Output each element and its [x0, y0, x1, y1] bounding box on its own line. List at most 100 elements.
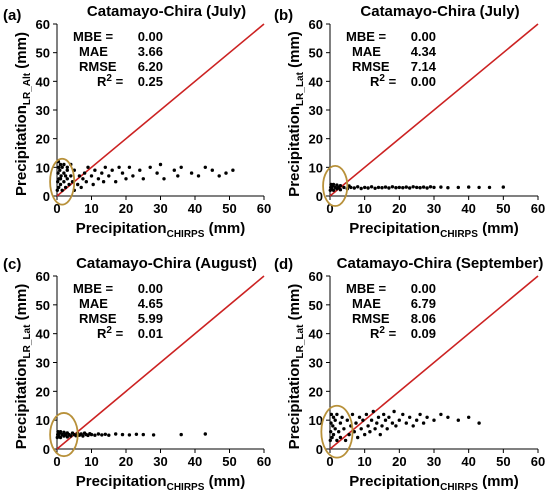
panel-0-point [60, 188, 64, 192]
panel-2-x-tick-label: 0 [53, 454, 60, 469]
panel-0-point [79, 185, 83, 190]
panel-3-stats: MBE = 0.00 MAE 6.79 RMSE 8.06 R2 = 0.09 [346, 281, 436, 341]
panel-2-point [89, 432, 94, 437]
panel-0-point [127, 165, 132, 169]
panel-0-point [162, 177, 166, 181]
panel-3-point [330, 435, 334, 440]
panel-0-point [100, 171, 104, 175]
panel-1-point [390, 185, 395, 189]
panel-1-x-tick-label: 50 [496, 201, 510, 216]
panel-1-stat-value: 0.00 [411, 74, 436, 89]
panel-0-point [124, 177, 128, 181]
panel-1-point [338, 184, 343, 188]
panel-0-highlight-ellipse [49, 157, 76, 206]
panel-1-x-tick-label: 0 [326, 201, 333, 216]
panel-1-stat-label: MAE [352, 44, 381, 59]
panel-3-point [363, 432, 367, 437]
panel-2-y-tick-label: 30 [36, 356, 50, 371]
panel-3-point [329, 412, 334, 417]
panel-3-x-tick-label: 60 [531, 454, 545, 469]
panel-3-y-tick-label: 30 [309, 356, 323, 371]
panel-0-stat-label: RMSE [79, 59, 117, 74]
panel-1-point [331, 188, 336, 192]
panel-0-x-tick-label: 30 [153, 201, 167, 216]
panel-0-y-tick-label: 20 [36, 132, 50, 147]
panel-0-point [63, 174, 68, 178]
panel-1-stat-label: R2 = [370, 73, 397, 89]
panel-0-stat-label: MBE = [73, 29, 114, 44]
panel-3-stat-label: MAE [352, 296, 381, 311]
panel-0-point [148, 165, 152, 169]
panel-3-y-tick-label: 20 [309, 384, 323, 399]
panel-0-point [81, 177, 85, 181]
panel-2-label: (c) [3, 256, 21, 273]
panel-3-stat-value: 0.00 [411, 281, 436, 296]
panel-3-stat-value: 8.06 [411, 311, 436, 326]
panel-0-label: (a) [3, 7, 21, 24]
panel-3-point [418, 412, 422, 417]
panel-2-one-to-one-line [56, 275, 265, 450]
panel-2-point [203, 432, 207, 436]
panel-3-point [404, 421, 408, 425]
panel-0-point [131, 174, 135, 178]
panel-3-point [361, 418, 365, 422]
panel-3-point [331, 424, 335, 428]
panel-1-point [421, 185, 426, 189]
panel-1-point [349, 185, 353, 190]
panel-3-point [337, 430, 341, 434]
panel-3-point [375, 421, 379, 425]
panel-3-point [446, 415, 450, 419]
panel-3-point [338, 435, 343, 440]
panel-0-point [103, 165, 108, 169]
panel-0-y-tick-label: 10 [36, 160, 50, 175]
panel-0-point [62, 171, 66, 175]
panel-1-point [366, 186, 370, 190]
panel-1-x-tick-label: 10 [357, 201, 371, 216]
panel-0-point [107, 174, 111, 178]
panel-3-point [369, 418, 374, 422]
panel-0-point [203, 165, 207, 169]
panel-3-x-tick-label: 40 [461, 454, 475, 469]
panel-3-point [382, 412, 386, 417]
panel-0-point [57, 185, 61, 190]
panel-1-x-tick-label: 60 [531, 201, 545, 216]
panel-1-y-tick-label: 40 [309, 74, 323, 89]
panel-0-point [117, 165, 121, 169]
panel-1-point [404, 185, 408, 189]
panel-2-y-tick-label: 0 [43, 442, 50, 457]
panel-3-point [371, 409, 375, 414]
panel-2-y-tick-label: 20 [36, 384, 50, 399]
panel-1-y-axis-label: PrecipitationLR_Lat (mm) [286, 31, 306, 197]
panel-0-point [69, 174, 73, 178]
panel-1-point [432, 185, 436, 190]
panel-3-point [352, 430, 356, 434]
panel-0-point [58, 182, 63, 187]
panel-2-stats: MBE = 0.00 MAE 4.65 RMSE 5.99 R2 = 0.01 [73, 281, 163, 341]
panel-0-stat-label: R2 = [97, 73, 124, 89]
panel-0-y-tick-label: 30 [36, 103, 50, 118]
panel-3-point [477, 421, 481, 425]
panel-0-title: Catamayo-Chira (July) [87, 3, 246, 20]
panel-2-x-tick-label: 20 [119, 454, 133, 469]
panel-1-point [335, 183, 339, 187]
panel-0-point [67, 182, 71, 187]
panel-2-point [103, 432, 108, 436]
panel-0-stat-value: 0.25 [138, 74, 163, 89]
panel-2-highlight-ellipse [49, 412, 79, 458]
panel-3-stat-value: 0.09 [411, 326, 436, 341]
panel-1-point [487, 185, 492, 190]
panel-3-point [364, 412, 369, 417]
panel-3-point [331, 415, 336, 419]
panel-0-point [91, 182, 95, 187]
panel-3-point [467, 415, 471, 419]
panel-2-point [179, 432, 183, 437]
panel-0-point [86, 165, 90, 169]
panel-1-point [342, 185, 346, 190]
panel-3-point [387, 415, 391, 419]
panel-0-y-axis-label: PrecipitationLR_Alt (mm) [13, 32, 33, 196]
panel-3-point [383, 418, 388, 422]
panel-2-stat-label: MAE [79, 296, 108, 311]
panel-3: (d) Catamayo-Chira (September) 0 10 20 30 40 50… [274, 255, 545, 493]
panel-2-x-tick-label: 10 [84, 454, 98, 469]
panel-0-point [231, 168, 235, 172]
